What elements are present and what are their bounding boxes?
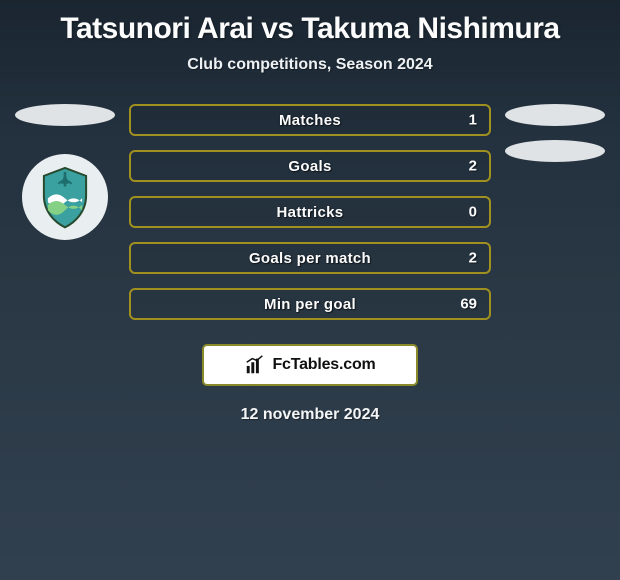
stats-grid: Matches 1 Goals 2 Hattricks 0 Goals per … (0, 104, 620, 320)
right-player-pill-2 (505, 140, 605, 162)
stat-row-min-per-goal: Min per goal 69 (129, 288, 491, 320)
club-crest-icon (32, 164, 98, 230)
right-player-col (495, 104, 615, 320)
page-title: Tatsunori Arai vs Takuma Nishimura (0, 0, 620, 48)
stat-value-right: 2 (469, 250, 477, 267)
stat-label: Min per goal (264, 296, 356, 313)
stats-list: Matches 1 Goals 2 Hattricks 0 Goals per … (125, 104, 495, 320)
left-player-col (5, 104, 125, 320)
left-player-pill (15, 104, 115, 126)
brand-text: FcTables.com (272, 356, 375, 374)
bar-chart-icon (244, 354, 266, 376)
stat-row-matches: Matches 1 (129, 104, 491, 136)
stat-value-right: 1 (469, 112, 477, 129)
stat-value-right: 69 (460, 296, 477, 313)
right-player-pill-1 (505, 104, 605, 126)
date-line: 12 november 2024 (0, 406, 620, 424)
stat-row-goals-per-match: Goals per match 2 (129, 242, 491, 274)
brand-box[interactable]: FcTables.com (202, 344, 418, 386)
stat-label: Hattricks (277, 204, 344, 221)
stat-label: Goals (288, 158, 331, 175)
stat-value-right: 0 (469, 204, 477, 221)
stat-row-goals: Goals 2 (129, 150, 491, 182)
left-club-badge (22, 154, 108, 240)
stat-row-hattricks: Hattricks 0 (129, 196, 491, 228)
stat-label: Matches (279, 112, 341, 129)
subtitle: Club competitions, Season 2024 (0, 56, 620, 74)
stat-value-right: 2 (469, 158, 477, 175)
stat-label: Goals per match (249, 250, 371, 267)
